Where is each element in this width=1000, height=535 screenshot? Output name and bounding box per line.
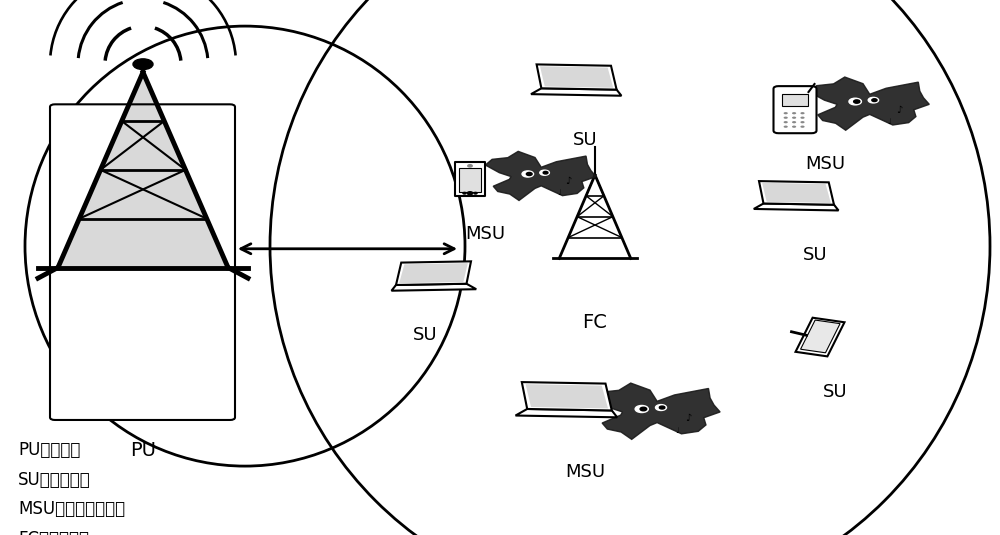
Text: FC：融合中心: FC：融合中心 [18, 530, 89, 535]
Circle shape [872, 99, 877, 102]
Text: ♩: ♩ [675, 425, 679, 434]
Circle shape [659, 406, 665, 409]
Bar [782, 94, 808, 106]
Circle shape [800, 117, 805, 119]
Circle shape [784, 112, 788, 114]
Circle shape [792, 117, 796, 119]
Polygon shape [526, 384, 608, 408]
Circle shape [792, 112, 796, 114]
Circle shape [854, 100, 860, 103]
FancyBboxPatch shape [50, 104, 235, 420]
Polygon shape [399, 263, 468, 284]
Polygon shape [522, 382, 612, 410]
Circle shape [640, 407, 647, 411]
Text: MSU: MSU [465, 225, 505, 243]
Polygon shape [759, 181, 834, 205]
Circle shape [800, 126, 805, 128]
Text: SU: SU [573, 131, 597, 149]
Text: ♩: ♩ [557, 188, 561, 196]
Circle shape [133, 59, 153, 70]
Circle shape [792, 126, 796, 128]
Circle shape [468, 165, 472, 167]
Bar [459, 167, 481, 192]
Circle shape [526, 172, 532, 175]
Text: PU：主用户: PU：主用户 [18, 441, 80, 460]
Circle shape [522, 171, 534, 177]
Polygon shape [396, 261, 471, 285]
Polygon shape [392, 284, 476, 291]
Circle shape [540, 170, 549, 175]
Circle shape [868, 97, 879, 103]
Circle shape [468, 193, 472, 194]
Text: ♪: ♪ [685, 413, 692, 423]
Circle shape [784, 121, 788, 123]
Text: ♪: ♪ [565, 176, 572, 186]
Polygon shape [58, 72, 228, 268]
Text: PU: PU [130, 441, 156, 461]
Circle shape [463, 193, 466, 194]
Polygon shape [796, 318, 844, 356]
Text: MSU: MSU [805, 155, 845, 173]
Polygon shape [540, 66, 613, 88]
Polygon shape [801, 320, 840, 353]
Text: SU：次级用户: SU：次级用户 [18, 471, 91, 489]
Circle shape [849, 98, 861, 105]
Text: ♩: ♩ [887, 117, 891, 126]
FancyBboxPatch shape [774, 86, 816, 133]
Circle shape [543, 171, 548, 174]
Circle shape [792, 121, 796, 123]
Circle shape [635, 406, 648, 412]
Circle shape [655, 404, 666, 410]
Text: SU: SU [803, 246, 827, 264]
Polygon shape [455, 162, 485, 196]
Polygon shape [516, 409, 617, 417]
Text: FC: FC [583, 313, 607, 332]
Text: ♪: ♪ [896, 105, 903, 114]
Text: SU: SU [413, 326, 437, 345]
Circle shape [467, 192, 473, 195]
Circle shape [784, 117, 788, 119]
Circle shape [800, 121, 805, 123]
Text: MSU：恶意次级用户: MSU：恶意次级用户 [18, 500, 125, 518]
Polygon shape [593, 383, 720, 439]
Polygon shape [762, 183, 831, 203]
Text: SU: SU [823, 383, 847, 401]
Polygon shape [531, 88, 621, 96]
Polygon shape [485, 151, 596, 201]
Polygon shape [809, 77, 929, 130]
Text: MSU: MSU [565, 463, 605, 481]
Circle shape [800, 112, 805, 114]
Polygon shape [537, 64, 617, 90]
Polygon shape [754, 203, 838, 210]
Circle shape [474, 193, 477, 194]
Circle shape [784, 126, 788, 128]
